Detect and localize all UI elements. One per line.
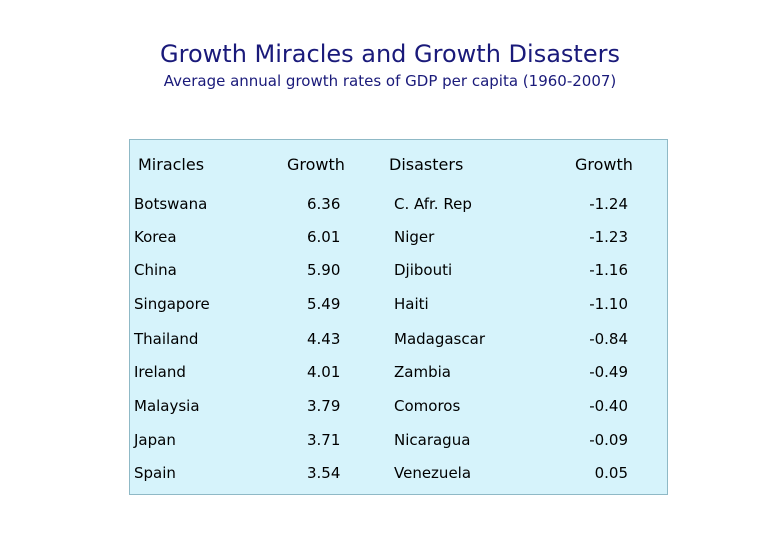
header-disasters-growth: Growth	[575, 155, 633, 174]
disaster-country: Niger	[394, 228, 435, 246]
slide-title: Growth Miracles and Growth Disasters	[160, 40, 620, 68]
disaster-growth: -0.40	[589, 397, 628, 415]
disaster-country: Comoros	[394, 397, 461, 415]
miracle-country: Korea	[134, 228, 177, 246]
disaster-country: Haiti	[394, 295, 429, 313]
miracle-country: Singapore	[134, 295, 210, 313]
disaster-growth: -0.09	[589, 431, 628, 449]
miracle-country: Malaysia	[134, 397, 200, 415]
disaster-growth: -1.10	[589, 295, 628, 313]
miracle-growth: 4.43	[307, 330, 341, 348]
header-miracles: Miracles	[138, 155, 205, 174]
miracle-country: Thailand	[134, 330, 199, 348]
disaster-growth: -1.16	[589, 261, 628, 279]
disaster-growth: 0.05	[594, 464, 628, 482]
disaster-growth: -1.23	[589, 228, 628, 246]
miracle-growth: 4.01	[307, 363, 341, 381]
miracle-growth: 3.79	[307, 397, 341, 415]
header-miracles-growth: Growth	[287, 155, 345, 174]
slide-subtitle: Average annual growth rates of GDP per c…	[163, 72, 617, 90]
disaster-country: C. Afr. Rep	[394, 195, 472, 213]
miracle-country: Botswana	[134, 195, 208, 213]
miracle-growth: 3.54	[307, 464, 341, 482]
disaster-growth: -0.49	[589, 363, 628, 381]
disaster-growth: -1.24	[589, 195, 628, 213]
disaster-country: Madagascar	[394, 330, 485, 348]
disaster-country: Zambia	[394, 363, 451, 381]
miracle-growth: 6.01	[307, 228, 341, 246]
miracle-country: Spain	[134, 464, 176, 482]
miracle-growth: 3.71	[307, 431, 341, 449]
miracle-country: China	[134, 261, 177, 279]
disaster-country: Nicaragua	[394, 431, 471, 449]
growth-table	[129, 139, 668, 495]
miracle-country: Ireland	[134, 363, 186, 381]
miracle-country: Japan	[134, 431, 176, 449]
disaster-country: Djibouti	[394, 261, 453, 279]
disaster-country: Venezuela	[394, 464, 472, 482]
miracle-growth: 6.36	[307, 195, 341, 213]
miracle-growth: 5.49	[307, 295, 341, 313]
miracle-growth: 5.90	[307, 261, 341, 279]
disaster-growth: -0.84	[589, 330, 628, 348]
header-disasters: Disasters	[389, 155, 464, 174]
